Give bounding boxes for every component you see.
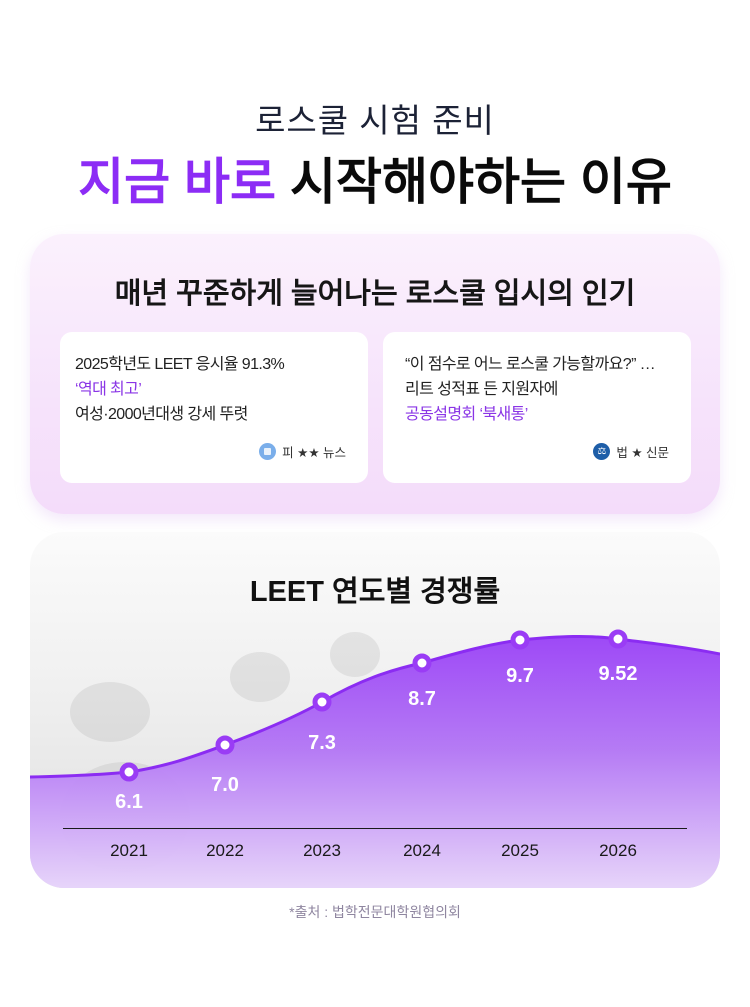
popularity-title: 매년 꾸준하게 늘어나는 로스쿨 입시의 인기 <box>114 278 636 310</box>
news-source-label: 법 ★ 신문 <box>616 446 669 460</box>
news-line: “이 점수로 어느 로스쿨 가능할까요?” … <box>405 356 656 373</box>
news-line: 2025학년도 LEET 응시율 91.3% <box>75 356 285 373</box>
news-card: 2025학년도 LEET 응시율 91.3% ‘역대 최고’ 여성·2000년대… <box>60 332 368 483</box>
scales-of-justice-icon: ⚖ <box>593 443 611 460</box>
data-label: 9.7 <box>506 665 534 687</box>
news-icon <box>259 443 277 460</box>
news-line: 여성·2000년대생 강세 뚜렷 <box>75 406 248 423</box>
x-tick-label: 2026 <box>599 841 637 860</box>
chart-title: LEET 연도별 경쟁률 <box>249 576 501 608</box>
data-label: 8.7 <box>408 688 436 710</box>
page-subtitle: 로스쿨 시험 준비 <box>255 102 495 139</box>
page-title: 지금 바로 시작해야하는 이유 <box>0 142 750 214</box>
page-title-accent: 지금 바로 <box>78 154 277 210</box>
x-tick-label: 2024 <box>403 841 441 860</box>
data-points <box>119 629 628 782</box>
data-label: 7.0 <box>211 774 239 796</box>
page-title-rest: 시작해야하는 이유 <box>276 154 672 210</box>
x-axis <box>63 828 687 829</box>
news-source: ⚖ 법 ★ 신문 <box>593 442 669 461</box>
data-label: 7.3 <box>308 732 336 754</box>
news-source: 피 ★★ 뉴스 <box>259 442 346 461</box>
background-photo-shape <box>70 682 150 742</box>
background-photo-shape <box>330 632 380 677</box>
news-line: 리트 성적표 든 지원자에 <box>405 381 558 398</box>
x-tick-label: 2022 <box>206 841 244 860</box>
popularity-panel: 매년 꾸준하게 늘어나는 로스쿨 입시의 인기 2025학년도 LEET 응시율… <box>30 234 720 514</box>
x-tick-label: 2021 <box>110 841 148 860</box>
x-tick-label: 2025 <box>501 841 539 860</box>
data-label: 6.1 <box>115 791 143 813</box>
x-tick-label: 2023 <box>303 841 341 860</box>
area-fill <box>30 636 720 888</box>
news-highlight-line: ‘역대 최고’ <box>75 381 142 398</box>
news-card: “이 점수로 어느 로스쿨 가능할까요?” … 리트 성적표 든 지원자에 공동… <box>383 332 691 483</box>
background-photo-shape <box>230 652 290 702</box>
chart-panel: LEET 연도별 경쟁률 6.1 7.0 7.3 8.7 9.7 9.52 20… <box>30 532 720 888</box>
data-label: 9.52 <box>598 663 638 685</box>
source-note: *출처 : 법학전문대학원협의회 <box>289 904 461 920</box>
news-source-label: 피 ★★ 뉴스 <box>282 446 346 460</box>
news-highlight-line: 공동설명회 ‘북새통’ <box>405 406 528 423</box>
area-chart <box>30 629 720 888</box>
